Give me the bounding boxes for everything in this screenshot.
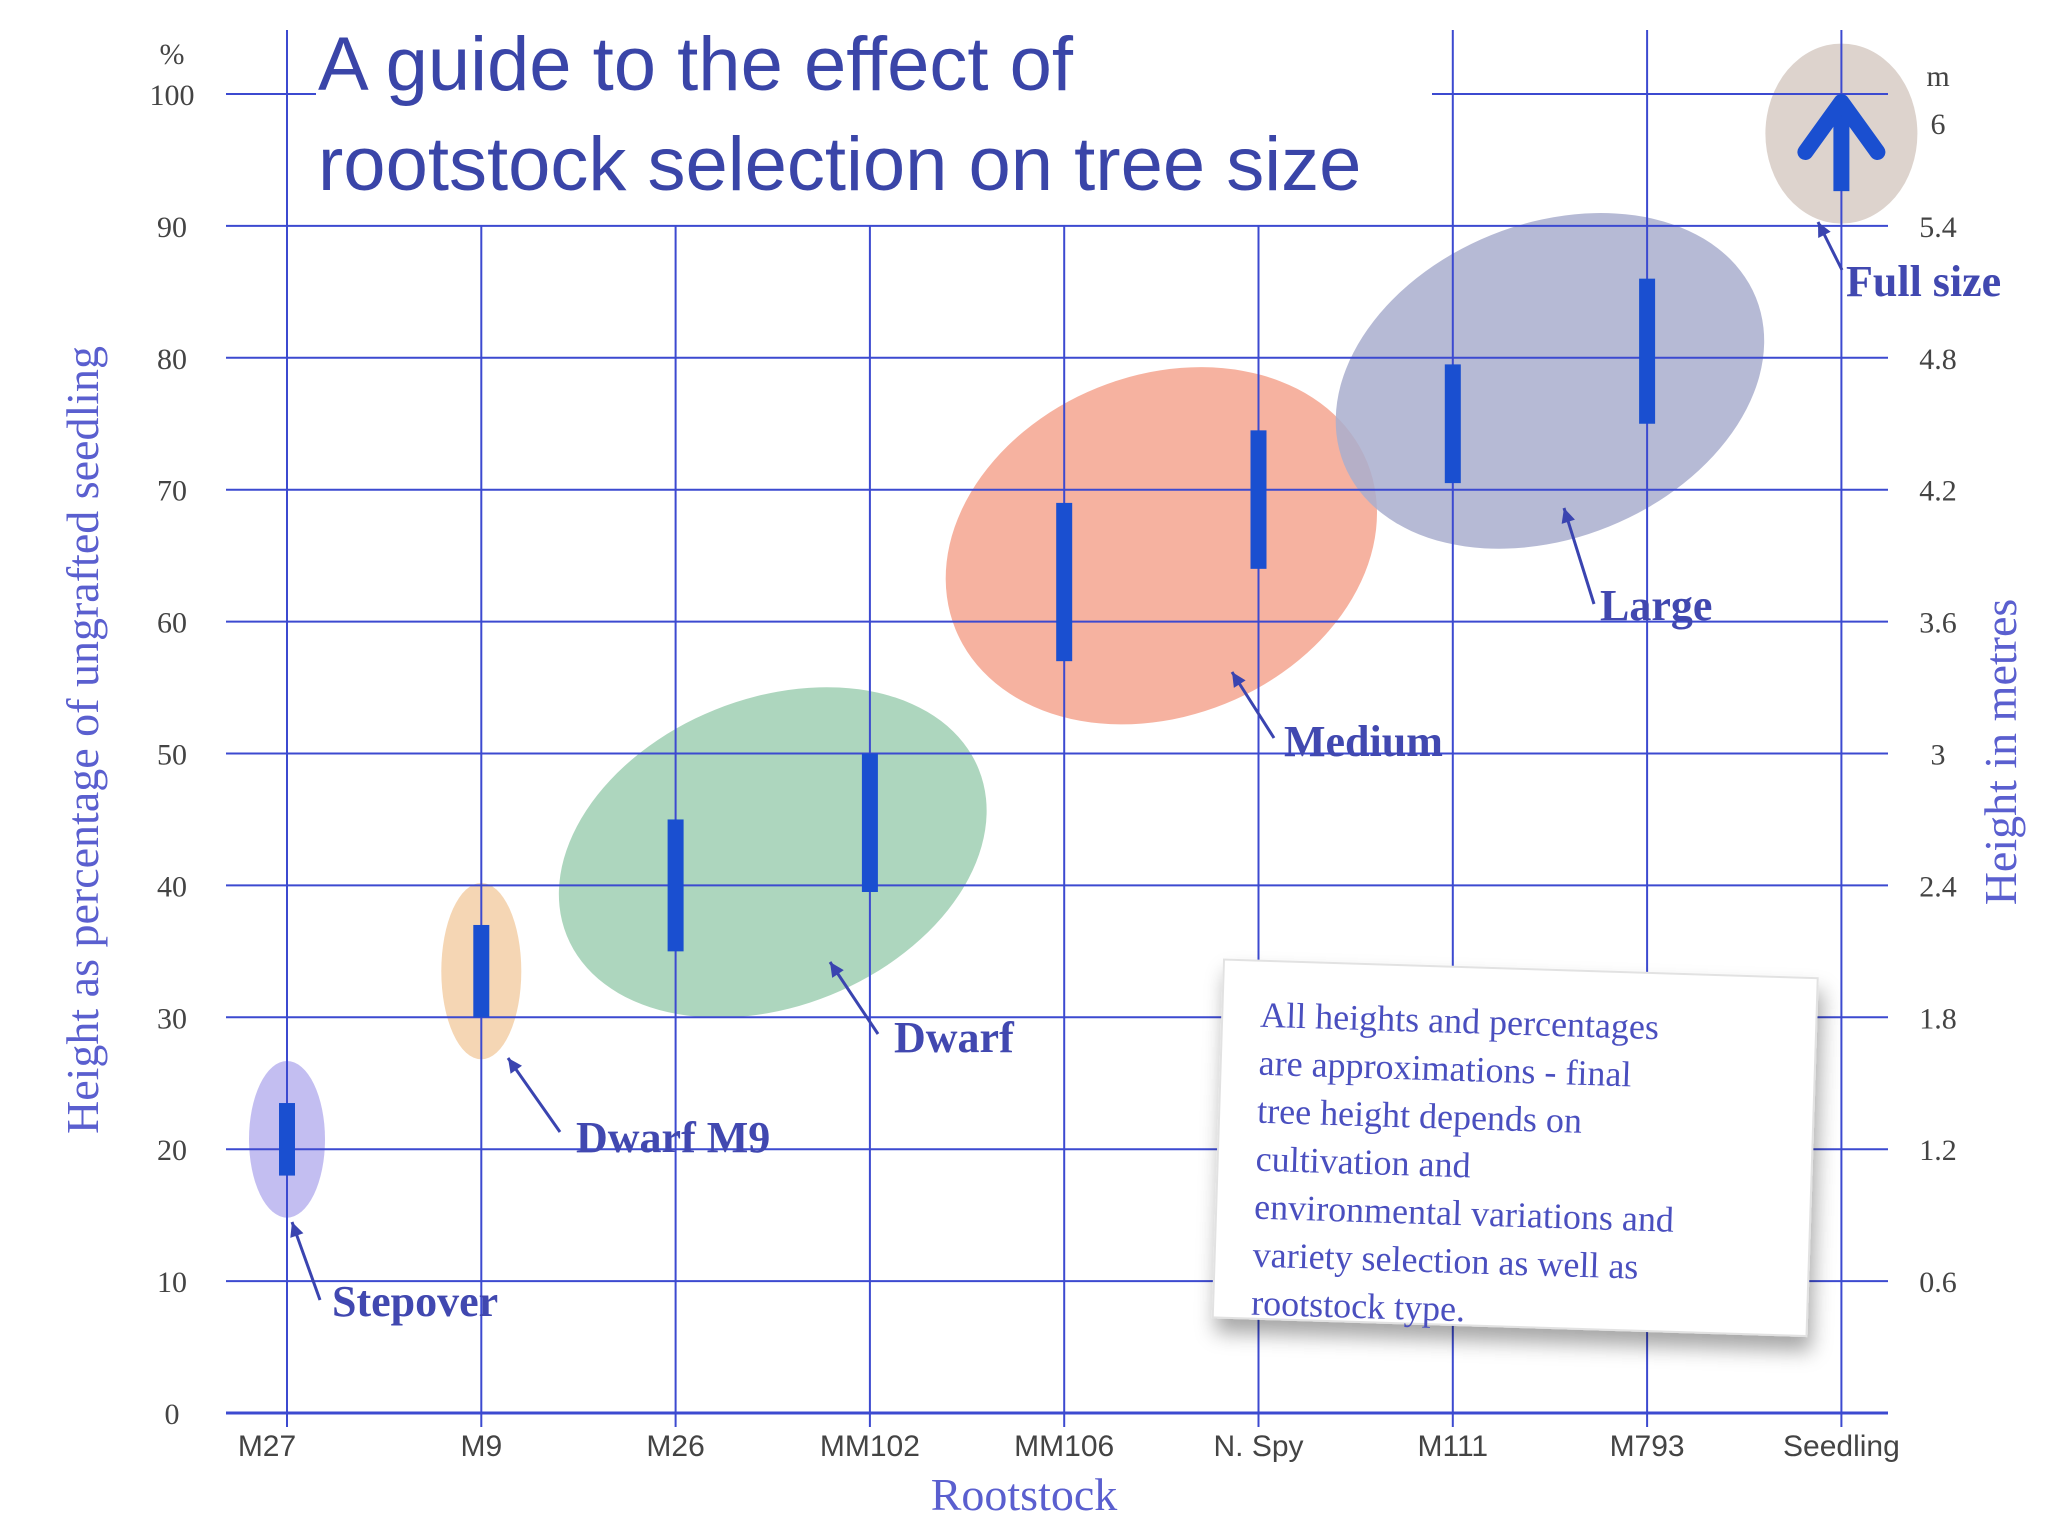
note-paper xyxy=(1211,958,1819,1338)
y2-tick-label: 5.4 xyxy=(1919,211,1957,244)
tick-labels: 0 10 20 30 40 50 60 70 80 90 100 0.6 1.2 1.8 2.4 3 3.6 4.… xyxy=(150,79,1957,1463)
range-bars xyxy=(279,94,1886,1176)
pointer-large xyxy=(1562,507,1596,605)
y2-tick-label: 4.8 xyxy=(1919,343,1957,376)
arrow-up-icon xyxy=(1797,94,1886,160)
group-ellipse-large xyxy=(1335,213,1765,549)
y-tick-label: 50 xyxy=(157,739,187,772)
y2-tick-label: 2.4 xyxy=(1919,870,1957,903)
group-ellipse-medium xyxy=(945,367,1377,725)
arrowhead-icon xyxy=(290,1222,304,1238)
y-tick-label: 60 xyxy=(157,607,187,640)
range-bar xyxy=(279,1103,295,1176)
group-annotations: Stepover Dwarf M9 Dwarf Medium Large Full siz… xyxy=(290,221,2001,1326)
y-tick-label: 30 xyxy=(157,1002,187,1035)
group-label-large: Large xyxy=(1600,581,1712,630)
y2-unit-label: m xyxy=(1926,60,1949,93)
x-tick-label: M111 xyxy=(1418,1430,1489,1463)
y-tick-label: 90 xyxy=(157,211,187,244)
y-tick-label: 20 xyxy=(157,1134,187,1167)
x-tick-label: Seedling xyxy=(1783,1430,1900,1463)
y-tick-label: 0 xyxy=(165,1398,180,1431)
group-ellipse-dwarf xyxy=(558,687,987,1018)
group-label-dwarf-m9: Dwarf M9 xyxy=(576,1113,770,1162)
pointer-dwarf-m9 xyxy=(506,1057,562,1133)
x-tick-label: MM102 xyxy=(820,1430,920,1463)
arrowhead-icon xyxy=(1818,222,1831,238)
group-label-medium: Medium xyxy=(1284,717,1443,766)
group-ellipses xyxy=(249,43,1918,1218)
note-line: rootstock type. xyxy=(1251,1283,1466,1330)
arrowhead-icon xyxy=(830,962,844,978)
y-tick-label: 70 xyxy=(157,475,187,508)
range-bar-seedling xyxy=(1833,114,1850,192)
note-box: All heights and percentagesare approxima… xyxy=(1211,958,1819,1338)
y2-tick-label: 3.6 xyxy=(1919,607,1957,640)
x-tick-label: M793 xyxy=(1610,1430,1685,1463)
note-line: cultivation and xyxy=(1255,1139,1471,1186)
range-bar xyxy=(473,924,490,1018)
title-line-2: rootstock selection on tree size xyxy=(318,122,1361,207)
group-label-full-size: Full size xyxy=(1846,257,2001,306)
y-unit-label: % xyxy=(160,38,185,71)
range-bar xyxy=(1250,430,1267,569)
x-axis-label: Rootstock xyxy=(931,1469,1118,1520)
title-line-1: A guide to the effect of xyxy=(318,22,1074,107)
arrowhead-icon xyxy=(1561,508,1575,524)
x-tick-label: M27 xyxy=(238,1430,296,1463)
pointer-dwarf xyxy=(828,961,880,1035)
y2-tick-label: 6 xyxy=(1931,108,1946,141)
y-tick-label: 10 xyxy=(157,1266,187,1299)
y-tick-label: 100 xyxy=(150,79,195,112)
y-tick-label: 40 xyxy=(157,870,187,903)
y2-tick-label: 1.2 xyxy=(1919,1134,1957,1167)
note-card: All heights and percentagesare approxima… xyxy=(1211,958,1819,1338)
arrowhead-icon xyxy=(1232,672,1246,688)
y2-tick-label: 4.2 xyxy=(1919,475,1957,508)
x-tick-label: MM106 xyxy=(1014,1430,1114,1463)
y2-axis-label: Height in metres xyxy=(1975,599,2026,906)
x-tick-label: M9 xyxy=(460,1430,502,1463)
y-tick-label: 80 xyxy=(157,343,187,376)
group-label-stepover: Stepover xyxy=(332,1277,498,1326)
x-tick-label: M26 xyxy=(646,1430,704,1463)
range-bar xyxy=(1056,502,1073,662)
range-bar xyxy=(667,819,684,952)
y2-tick-label: 1.8 xyxy=(1919,1002,1957,1035)
group-label-dwarf: Dwarf xyxy=(894,1013,1015,1062)
arrowhead-icon xyxy=(508,1058,522,1074)
axis-labels: Rootstock Height as percentage of ungraf… xyxy=(57,38,2026,1520)
y-axis-label: Height as percentage of ungrafted seedli… xyxy=(57,346,108,1134)
y2-tick-label: 0.6 xyxy=(1919,1266,1957,1299)
range-bar xyxy=(861,753,878,892)
x-tick-label: N. Spy xyxy=(1213,1430,1303,1463)
chart-title: A guide to the effect of rootstock selec… xyxy=(318,22,1361,207)
range-bar xyxy=(1444,364,1461,484)
y2-tick-label: 3 xyxy=(1931,739,1946,772)
range-bar xyxy=(1639,278,1656,424)
